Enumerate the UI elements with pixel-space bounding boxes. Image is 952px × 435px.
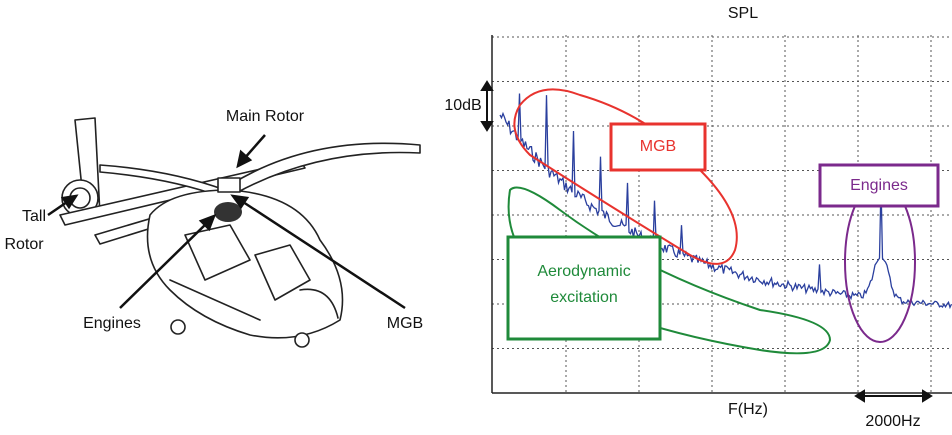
engines-annotation: Engines [850, 177, 908, 194]
mgb-annotation: MGB [640, 138, 676, 155]
y-scale-label: 10dB [444, 97, 481, 114]
y-axis-title: SPL [728, 5, 758, 22]
engines-box [818, 163, 940, 208]
x-scale-label: 2000Hz [865, 413, 920, 430]
aerodynamic-box [506, 235, 662, 341]
scale-arrows [480, 80, 933, 403]
pointer-arrows [47, 134, 406, 310]
helicopter-illustration [59, 117, 421, 348]
aerodynamic-annotation: Aerodynamic [537, 263, 630, 280]
aerodynamic-annotation: excitation [550, 289, 618, 306]
label-main-rotor: Main Rotor [226, 108, 305, 125]
mgb-box [609, 122, 707, 172]
label-engines: Engines [83, 315, 141, 332]
label-tail-rotor: Rotor [4, 236, 44, 253]
spectrum-curve [499, 93, 952, 310]
label-mgb: MGB [387, 315, 423, 332]
mgb-region [513, 88, 738, 265]
label-tail-rotor: Tall [22, 208, 46, 225]
x-axis-title: F(Hz) [728, 401, 768, 418]
